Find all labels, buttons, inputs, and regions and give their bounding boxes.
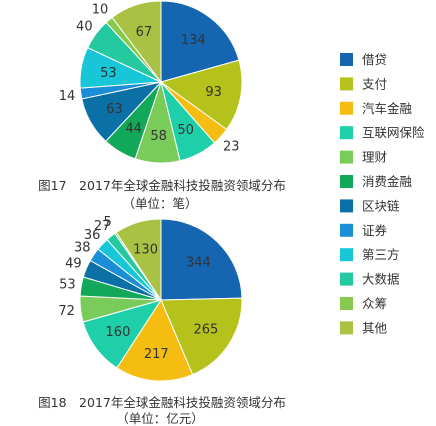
pie2-value-label-5: 53 (59, 278, 76, 293)
pie1-value-label-11: 67 (136, 25, 153, 40)
pie1-slice-1 (159, 59, 243, 131)
pie2-value-label-7: 38 (74, 240, 91, 255)
chart1-title: 图17 2017年全球金融科技投融资领域分布 (38, 178, 286, 193)
legend-label-6: 区块链 (362, 198, 400, 213)
pie1-value-label-10: 10 (92, 3, 109, 18)
pie2-value-label-9: 27 (94, 219, 111, 234)
pie2-slice-11 (115, 218, 162, 302)
legend-swatch-0 (340, 53, 353, 66)
legend-swatch-1 (340, 77, 353, 91)
legend-label-5: 消费金融 (362, 174, 413, 189)
chart1-subtitle: （单位：笔） (122, 196, 197, 211)
legend-swatch-4 (340, 150, 353, 164)
legend-swatch-6 (340, 199, 353, 213)
chart2-title: 图18 2017年全球金融科技投融资领域分布 (38, 395, 286, 410)
pie1-value-label-6: 63 (106, 102, 123, 117)
legend-label-2: 汽车金融 (362, 101, 413, 116)
legend-swatch-7 (340, 223, 353, 237)
pie1-slice-0 (160, 0, 240, 83)
pie1-value-label-4: 58 (150, 129, 167, 144)
legend-label-3: 互联网保险 (362, 125, 425, 140)
pie2-value-label-2: 217 (144, 347, 169, 362)
pie1-value-label-1: 93 (205, 85, 222, 100)
legend-swatch-5 (340, 175, 353, 188)
legend-label-1: 支付 (362, 76, 387, 91)
legend-label-9: 大数据 (362, 272, 400, 287)
legend-swatch-9 (340, 272, 353, 286)
pie2-value-label-11: 130 (133, 242, 158, 257)
pie2-slice-2 (116, 298, 194, 382)
legend-swatch-11 (340, 321, 353, 335)
chart2-subtitle: （单位：亿元） (116, 411, 204, 426)
pie2-value-label-4: 72 (58, 304, 75, 319)
pie1-value-label-7: 14 (59, 89, 76, 104)
legend-label-0: 借贷 (362, 52, 387, 67)
legend-label-10: 众筹 (362, 296, 387, 311)
pie1-value-label-9: 40 (76, 19, 93, 34)
pie1-value-label-0: 134 (181, 33, 206, 48)
legend-label-11: 其他 (362, 320, 388, 335)
pie1-value-label-3: 50 (177, 123, 194, 138)
legend-swatch-10 (340, 297, 353, 310)
pie1-value-label-8: 53 (100, 66, 117, 81)
pie2-slice-0 (160, 218, 243, 301)
pie2-value-label-8: 36 (84, 228, 101, 243)
legend-label-8: 第三方 (362, 247, 400, 262)
pie2-value-label-6: 49 (65, 257, 82, 272)
pie1-value-label-2: 23 (223, 139, 240, 154)
pie2-slice-1 (160, 297, 243, 376)
pie1-slice-11 (111, 0, 162, 84)
legend-swatch-3 (340, 126, 353, 140)
pie2-value-label-1: 265 (193, 323, 218, 338)
pie2-value-label-0: 344 (186, 255, 211, 270)
pie1-value-label-5: 44 (125, 121, 142, 136)
legend-swatch-2 (340, 101, 353, 115)
legend-label-4: 理财 (362, 150, 387, 165)
legend-label-7: 证券 (362, 223, 388, 238)
legend-swatch-8 (340, 248, 353, 262)
pie2-value-label-10: 5 (103, 215, 111, 230)
pie2-value-label-3: 160 (106, 325, 131, 340)
